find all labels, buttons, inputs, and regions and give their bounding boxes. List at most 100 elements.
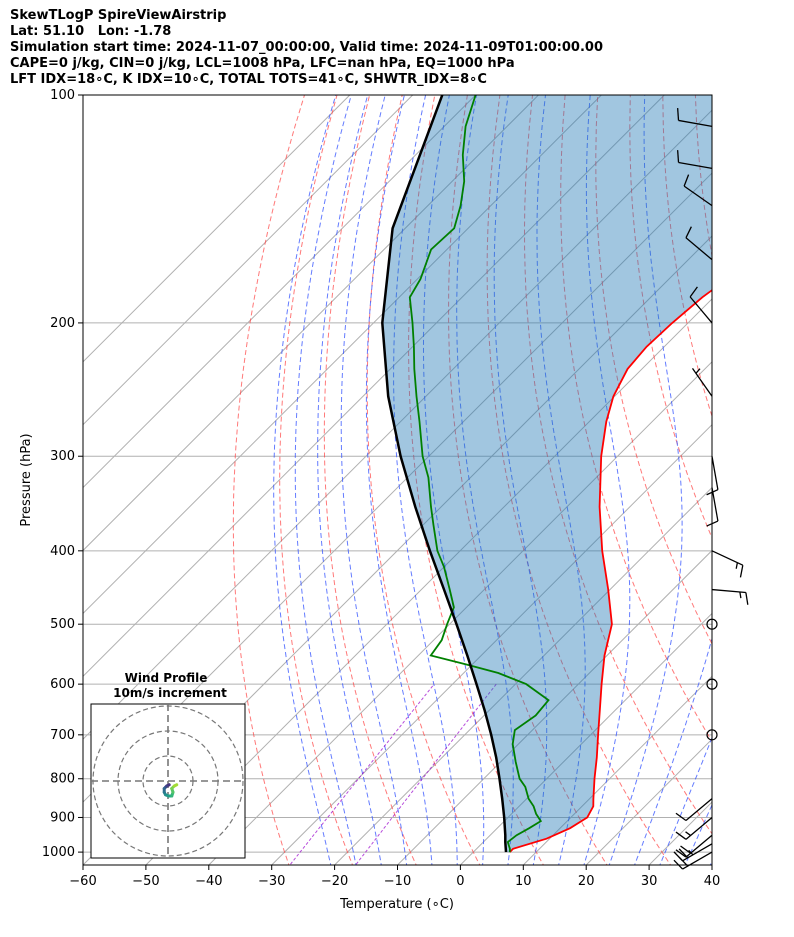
wind-barb-flag xyxy=(745,592,749,605)
wind-barb-staff xyxy=(711,487,719,522)
y-tick-label: 500 xyxy=(50,617,75,632)
hodograph-subtitle: 10m/s increment xyxy=(113,686,227,700)
moist-adiabat xyxy=(393,95,458,865)
mixing-ratio-line xyxy=(289,683,435,865)
wind-barb-flag xyxy=(680,845,691,854)
moist-adiabat xyxy=(317,95,382,865)
moist-adiabat xyxy=(456,95,514,865)
wind-barb xyxy=(689,286,713,324)
wind-barb-staff xyxy=(711,456,719,490)
hodograph-plot xyxy=(91,704,245,858)
isotherm-line xyxy=(522,675,712,865)
moist-adiabat xyxy=(340,95,408,865)
hodograph-segment xyxy=(172,783,179,788)
x-tick-label: 10 xyxy=(515,874,532,889)
moist-adiabat xyxy=(493,95,548,865)
y-tick-label: 200 xyxy=(50,316,75,331)
wind-barb-flag xyxy=(706,520,719,527)
x-tick-label: 40 xyxy=(704,874,721,889)
wind-barb xyxy=(676,150,713,170)
wind-barb-flag xyxy=(683,174,690,187)
moist-adiabat xyxy=(608,95,683,865)
moist-adiabat xyxy=(536,95,586,865)
hodograph-title: Wind Profile xyxy=(125,671,208,685)
wind-barb xyxy=(706,729,718,741)
wind-barb xyxy=(685,226,713,261)
wind-barb-flag xyxy=(675,812,687,822)
wind-barb-flag xyxy=(739,565,744,578)
dry-adiabat xyxy=(728,95,794,868)
moist-adiabat xyxy=(423,95,485,865)
isotherm-line xyxy=(83,95,539,552)
moist-adiabat xyxy=(684,803,712,865)
dry-adiabat xyxy=(448,95,608,865)
y-tick-label: 1000 xyxy=(42,845,75,860)
wind-barb xyxy=(711,588,749,605)
wind-barb xyxy=(675,816,713,840)
wind-barb-staff xyxy=(691,368,713,397)
isotherm-line xyxy=(145,298,712,865)
isotherm-line xyxy=(83,95,602,615)
wind-barb xyxy=(683,174,713,207)
wind-barb xyxy=(676,108,713,127)
isotherm-line xyxy=(208,361,712,865)
mixing-ratio-line xyxy=(354,683,497,865)
temperature-line xyxy=(509,289,712,853)
y-tick-label: 800 xyxy=(50,772,75,787)
instability-area xyxy=(382,95,712,853)
dewpoint-line xyxy=(408,95,550,853)
wind-barb-flag xyxy=(689,286,698,298)
header-line-5: LFT IDX=18∘C, K IDX=10∘C, TOTAL TOTS=41∘… xyxy=(10,72,487,87)
wind-barb xyxy=(706,487,719,527)
wind-barb-half-flag xyxy=(695,368,701,374)
x-tick-label: −60 xyxy=(69,874,96,889)
wind-barb-staff xyxy=(711,588,746,594)
wind-barb-flag xyxy=(685,226,692,239)
dry-adiabat xyxy=(662,95,712,418)
dry-adiabat xyxy=(560,95,712,743)
wind-barb-half-flag xyxy=(735,562,739,569)
wind-barb-staff xyxy=(678,161,713,170)
wind-barb xyxy=(691,368,713,397)
dry-adiabat xyxy=(232,95,305,865)
moist-adiabat xyxy=(273,95,337,865)
x-tick-label: −40 xyxy=(195,874,222,889)
wind-barb-calm xyxy=(706,729,718,741)
x-tick-label: −20 xyxy=(321,874,348,889)
isotherm-line xyxy=(83,95,665,678)
wind-barb-flag xyxy=(673,859,684,870)
header-line-1: SkewTLogP SpireViewAirstrip xyxy=(10,8,227,23)
isotherm-line xyxy=(271,423,712,865)
dry-adiabat xyxy=(366,95,481,865)
wind-barb xyxy=(675,798,713,822)
wind-barb-flag xyxy=(675,831,687,840)
wind-barb-flag xyxy=(706,489,719,496)
dry-adiabat xyxy=(523,95,712,835)
dry-adiabat xyxy=(761,95,794,868)
y-tick-label: 700 xyxy=(50,728,75,743)
isotherm-line xyxy=(397,549,712,865)
wind-barb-calm xyxy=(706,678,718,690)
dry-adiabat xyxy=(279,95,354,865)
wind-barb xyxy=(706,456,719,496)
wind-barb-half-flag xyxy=(685,831,691,836)
x-axis-label: Temperature (∘C) xyxy=(339,897,454,912)
isotherm-line xyxy=(711,864,712,865)
wind-barb xyxy=(706,678,718,690)
moist-adiabat xyxy=(294,95,357,865)
wind-barb-flag xyxy=(676,150,680,163)
y-tick-label: 900 xyxy=(50,810,75,825)
x-tick-label: 0 xyxy=(456,874,464,889)
moist-adiabat xyxy=(365,95,433,865)
isotherm-line xyxy=(334,486,712,865)
wind-barb-staff xyxy=(685,798,713,822)
parcel-path-line xyxy=(381,95,508,853)
dry-adiabat xyxy=(408,95,544,865)
header-line-2: Lat: 51.10 Lon: -1.78 xyxy=(10,24,172,39)
wind-barb-staff xyxy=(683,185,713,207)
y-tick-label: 600 xyxy=(50,677,75,692)
x-tick-label: −30 xyxy=(258,874,285,889)
isotherm-line xyxy=(83,95,414,426)
wind-barb-half-flag xyxy=(739,591,742,599)
